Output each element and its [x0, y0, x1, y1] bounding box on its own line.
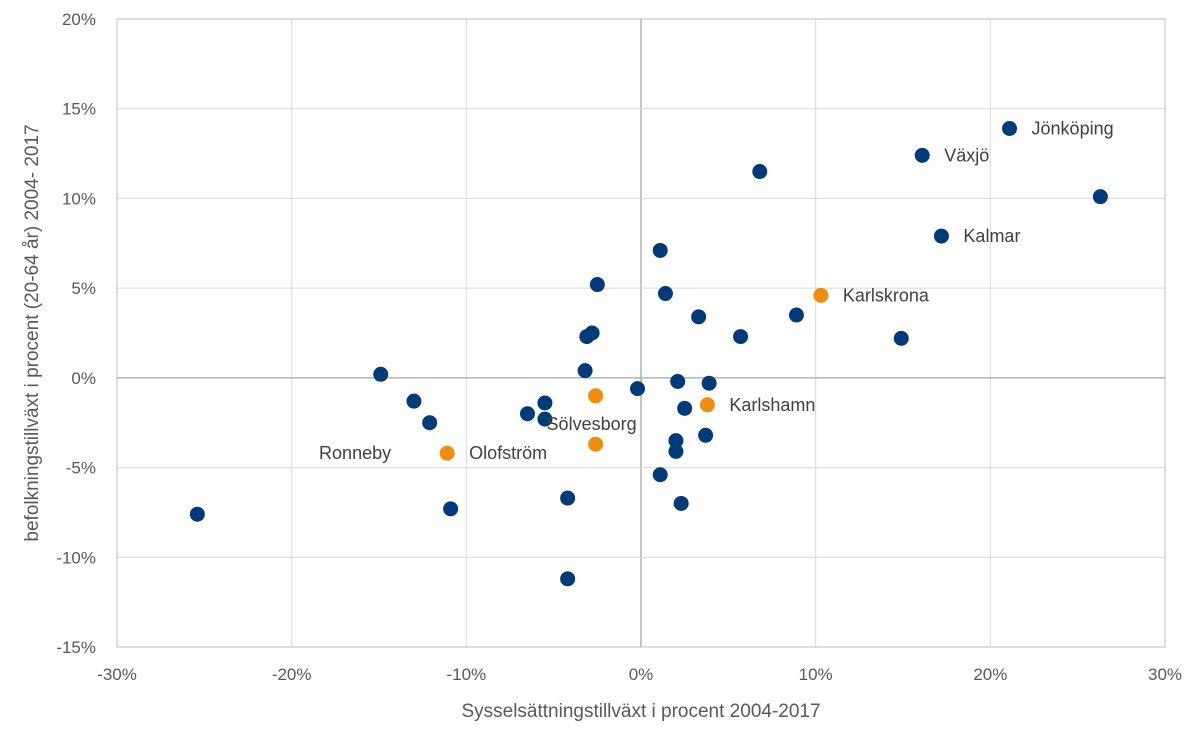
data-point [657, 286, 673, 302]
x-tick-label: -30% [97, 665, 137, 684]
data-point [673, 495, 689, 511]
data-point [668, 433, 684, 449]
data-point [577, 363, 593, 379]
data-point [701, 375, 717, 391]
data-point [652, 242, 668, 258]
data-point [914, 147, 930, 163]
point-label: Ronneby [319, 443, 391, 463]
data-point [579, 329, 595, 345]
data-point [537, 395, 553, 411]
point-label: Karlshamn [729, 395, 815, 415]
data-point [677, 400, 693, 416]
x-tick-label: -10% [446, 665, 486, 684]
point-label: Sölvesborg [547, 414, 637, 434]
y-tick-label: 5% [71, 279, 96, 298]
data-point [519, 406, 535, 422]
point-label: Växjö [944, 145, 989, 165]
data-point [443, 501, 459, 517]
data-point [813, 287, 829, 303]
point-label: Kalmar [963, 226, 1020, 246]
point-annotations: Jönköping Växjö Kalmar Karlskrona Karlshamn S… [319, 118, 1114, 463]
data-point [670, 373, 686, 389]
data-point [691, 309, 707, 325]
x-tick-label: -20% [272, 665, 312, 684]
point-label: Olofström [469, 443, 547, 463]
x-tick-label: 0% [629, 665, 654, 684]
data-point [893, 330, 909, 346]
data-point [668, 443, 684, 459]
y-tick-label: 10% [62, 189, 96, 208]
data-point [560, 571, 576, 587]
y-axis-title: befolkningstillväxt i procent (20-64 år)… [22, 124, 43, 541]
y-tick-label: 15% [62, 100, 96, 119]
data-point [1002, 120, 1018, 136]
y-tick-label: 20% [62, 10, 96, 29]
data-point [630, 381, 646, 397]
data-point [588, 436, 604, 452]
y-tick-label: -5% [66, 459, 96, 478]
x-tick-label: 10% [799, 665, 833, 684]
data-point [788, 307, 804, 323]
data-point [1092, 189, 1108, 205]
x-axis-title: Sysselsättningstillväxt i procent 2004-2… [461, 701, 820, 722]
data-point [560, 490, 576, 506]
data-points [189, 120, 1108, 587]
data-point [733, 329, 749, 345]
data-point [698, 427, 714, 443]
data-point [699, 397, 715, 413]
gridlines [116, 18, 1166, 648]
data-point [652, 467, 668, 483]
x-tick-label: 30% [1148, 665, 1182, 684]
data-point [422, 415, 438, 431]
y-tick-label: 0% [71, 369, 96, 388]
y-tick-label: -10% [56, 548, 96, 567]
point-label: Jönköping [1032, 118, 1114, 138]
data-point [439, 445, 455, 461]
point-label: Karlskrona [843, 285, 930, 305]
data-point [752, 164, 768, 180]
data-point [933, 228, 949, 244]
y-tick-label: -15% [56, 638, 96, 657]
data-point [589, 277, 605, 293]
data-point [537, 411, 553, 427]
plot-frame [116, 18, 1166, 648]
data-point [406, 393, 422, 409]
data-point [373, 366, 389, 382]
tick-labels: -30% -20% -10% 0% 10% 20% 30% -15% -10% -5% 0% 5% 10… [56, 10, 1182, 684]
data-point [588, 388, 604, 404]
data-point [189, 506, 205, 522]
x-tick-label: 20% [973, 665, 1007, 684]
